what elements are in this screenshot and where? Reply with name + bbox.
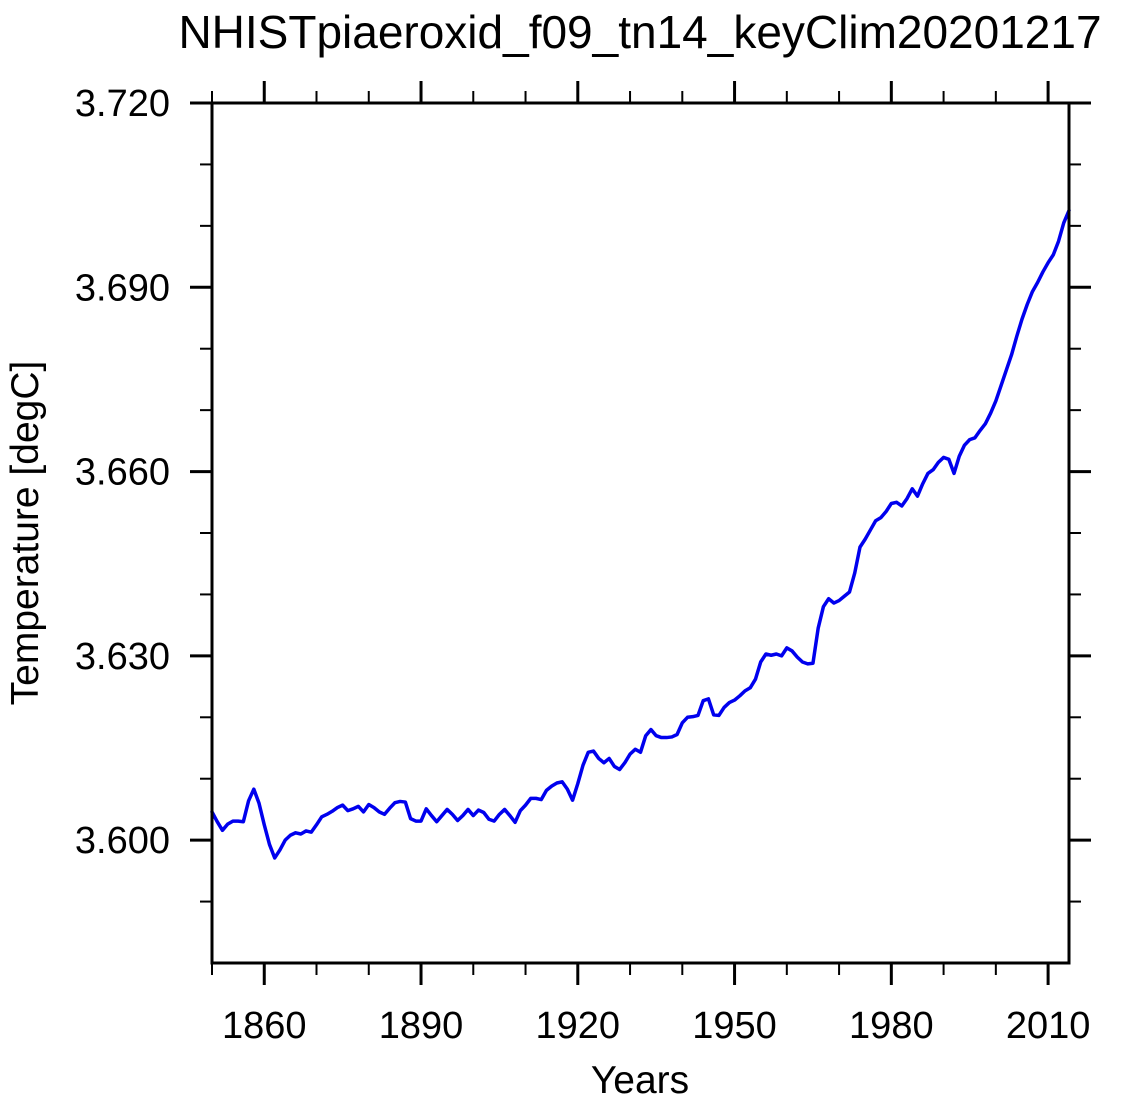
y-tick-label: 3.630 [75,636,170,678]
y-tick-label: 3.600 [75,820,170,862]
x-tick-label: 1860 [222,1005,307,1047]
plot-frame [210,101,1071,965]
y-axis-label: Temperature [degC] [4,361,47,706]
x-axis-label: Years [591,1059,689,1102]
axis-ticks [190,81,1091,985]
axis-tick-labels: 1860 1890 1920 1950 1980 2010 3.600 3.630 3.660 3… [75,83,1090,1047]
chart-title: NHISTpiaeroxid_f09_tn14_keyClim20201217 [178,6,1101,58]
x-tick-label: 2010 [1006,1005,1091,1047]
temperature-series-line [210,208,1071,860]
x-tick-label: 1890 [379,1005,464,1047]
x-tick-label: 1920 [536,1005,621,1047]
y-tick-label: 3.720 [75,83,170,125]
y-tick-label: 3.690 [75,267,170,309]
x-tick-label: 1950 [692,1005,777,1047]
x-tick-label: 1980 [849,1005,934,1047]
y-tick-label: 3.660 [75,452,170,494]
